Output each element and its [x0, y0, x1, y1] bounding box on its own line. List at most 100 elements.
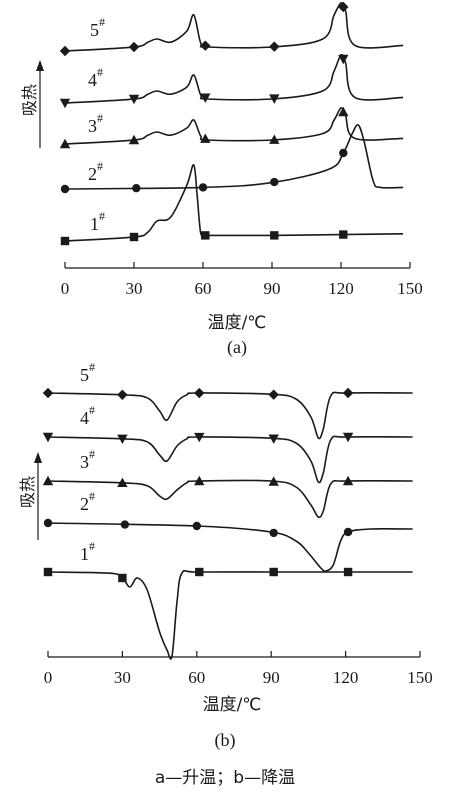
series-label-superscript: #: [99, 15, 105, 29]
marker-square: [60, 236, 70, 246]
series-label-superscript: #: [99, 209, 105, 223]
curve-2: [64, 123, 404, 190]
marker-square: [201, 231, 210, 240]
curve-4: [64, 53, 404, 104]
marker-triangle-down: [42, 432, 54, 443]
figure-caption: a—升温；b—降温: [155, 768, 295, 788]
x-tick-label: 150: [397, 279, 423, 298]
marker-triangle-up: [342, 475, 354, 486]
marker-triangle-up: [200, 133, 211, 143]
panel-b-y-axis-label: 吸热: [18, 452, 42, 540]
panel-b-cooling: 吸热 0 30 60 90 120 150 1 #2 #3 #4 #5 # 温度/℃ (b): [18, 360, 433, 751]
series-label-superscript: #: [89, 403, 95, 417]
marker-circle: [132, 183, 141, 193]
marker-diamond: [269, 41, 280, 52]
marker-triangle-up: [128, 134, 140, 145]
series-label: 2: [88, 164, 97, 184]
curve-4: [47, 435, 413, 484]
marker-diamond: [42, 387, 54, 399]
x-tick-label: 90: [264, 279, 281, 298]
marker-triangle-up: [59, 138, 71, 149]
x-tick-label: 120: [333, 668, 359, 687]
marker-circle: [43, 518, 53, 528]
marker-diamond: [200, 40, 211, 51]
x-tick-label: 0: [61, 279, 70, 298]
series-label-superscript: #: [89, 360, 95, 374]
marker-circle: [339, 148, 348, 158]
series-label-superscript: #: [97, 159, 103, 173]
marker-triangle-down: [268, 434, 279, 444]
panel-a-ylabel: 吸热: [20, 84, 39, 116]
panel-a-curves: 1 #2 #3 #4 #5 #: [59, 1, 404, 246]
series-label: 3: [80, 452, 89, 472]
panel-b-sublabel: (b): [215, 730, 236, 751]
marker-circle: [198, 183, 208, 192]
marker-triangle-up: [194, 475, 205, 486]
panel-b-curves: 1 #2 #3 #4 #5 #: [42, 360, 413, 660]
series-label: 5: [90, 20, 99, 40]
panel-b-ylabel: 吸热: [18, 476, 37, 508]
marker-square: [339, 230, 348, 239]
panel-a-y-axis-label: 吸热: [20, 60, 44, 148]
marker-triangle-up: [268, 476, 279, 486]
marker-circle: [343, 527, 353, 537]
marker-diamond: [338, 1, 349, 13]
marker-circle: [60, 184, 70, 194]
curve-3: [47, 479, 413, 519]
marker-circle: [192, 521, 201, 531]
panel-b-x-ticks: 0 30 60 90 120 150: [44, 651, 433, 687]
series-label: 5: [80, 365, 89, 385]
series-label-superscript: #: [97, 65, 103, 79]
panel-b-xlabel: 温度/℃: [203, 695, 262, 715]
panel-a-x-ticks: 0 30 60 90 120 150: [61, 262, 423, 298]
marker-triangle-down: [342, 432, 354, 443]
series-label: 4: [88, 70, 97, 90]
marker-triangle-up: [42, 475, 54, 486]
curve-1: [47, 569, 413, 660]
curve-5: [47, 391, 413, 440]
panel-a-sublabel: (a): [227, 337, 247, 358]
marker-triangle-up: [117, 477, 128, 487]
x-tick-label: 60: [188, 668, 205, 687]
x-tick-label: 60: [195, 279, 212, 298]
panel-b-endothermic-arrow-head: [34, 452, 42, 463]
marker-diamond: [59, 45, 71, 57]
marker-circle: [269, 528, 278, 538]
marker-diamond: [268, 389, 279, 400]
series-label: 3: [88, 116, 97, 136]
marker-circle: [270, 177, 279, 187]
marker-square: [269, 567, 278, 577]
panel-a-xlabel: 温度/℃: [208, 313, 267, 333]
x-tick-label: 30: [114, 668, 131, 687]
x-tick-label: 30: [126, 279, 143, 298]
marker-diamond: [117, 389, 128, 400]
marker-triangle-down: [269, 94, 280, 104]
series-label-superscript: #: [89, 489, 95, 503]
marker-triangle-down: [194, 432, 205, 443]
x-tick-label: 120: [328, 279, 354, 298]
series-label: 4: [80, 408, 89, 428]
series-label: 1: [90, 214, 99, 234]
marker-square: [129, 232, 139, 242]
marker-triangle-down: [128, 94, 140, 105]
marker-triangle-down: [338, 54, 349, 65]
marker-triangle-up: [269, 134, 280, 144]
marker-square: [195, 567, 204, 577]
curve-3: [64, 107, 404, 145]
curve-5: [64, 2, 404, 52]
marker-diamond: [342, 387, 354, 399]
marker-triangle-down: [59, 98, 71, 109]
x-tick-label: 0: [44, 668, 53, 687]
marker-triangle-up: [338, 106, 349, 117]
marker-square: [43, 567, 53, 577]
marker-diamond: [194, 387, 205, 399]
series-label: 2: [80, 494, 89, 514]
marker-triangle-down: [200, 93, 211, 103]
series-label-superscript: #: [89, 539, 95, 553]
marker-diamond: [128, 41, 140, 53]
marker-circle: [120, 520, 130, 529]
x-tick-label: 150: [407, 668, 433, 687]
marker-square: [343, 567, 353, 577]
x-tick-label: 90: [263, 668, 280, 687]
